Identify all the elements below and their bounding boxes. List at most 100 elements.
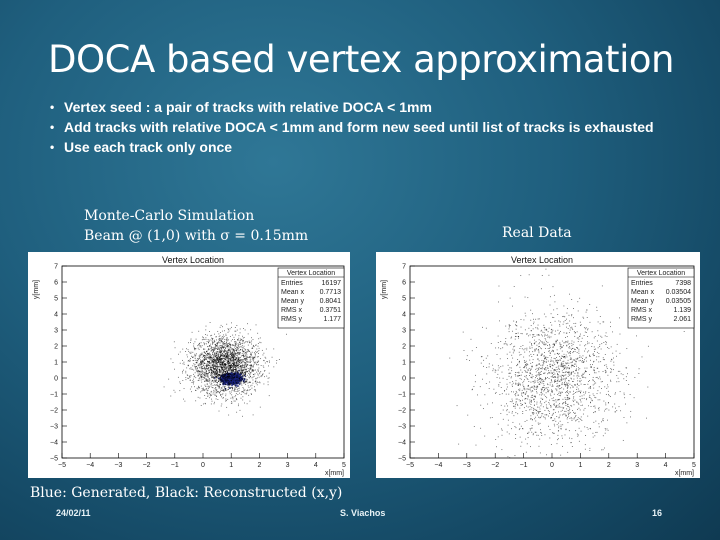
scatter-point	[235, 344, 237, 346]
scatter-point	[236, 374, 238, 376]
scatter-point	[569, 343, 571, 345]
scatter-point	[554, 411, 556, 413]
scatter-point	[238, 376, 241, 378]
scatter-point	[194, 375, 196, 377]
scatter-point	[247, 361, 249, 363]
scatter-point	[244, 366, 246, 368]
scatter-point	[547, 386, 549, 388]
scatter-point	[224, 346, 226, 348]
scatter-point	[199, 397, 201, 399]
scatter-point	[242, 381, 244, 383]
scatter-point	[562, 323, 564, 325]
scatter-point	[237, 382, 239, 384]
scatter-point	[213, 368, 215, 370]
scatter-point	[255, 390, 257, 392]
scatter-point	[229, 355, 231, 357]
scatter-point	[220, 338, 222, 340]
scatter-point	[232, 396, 234, 398]
scatter-point	[256, 371, 258, 373]
scatter-point	[216, 360, 218, 361]
scatter-point	[234, 359, 236, 361]
scatter-point	[216, 363, 218, 365]
scatter-point	[238, 354, 240, 356]
scatter-point	[242, 340, 244, 342]
scatter-point	[241, 362, 243, 364]
scatter-point	[575, 368, 577, 370]
scatter-point	[550, 405, 552, 406]
scatter-point	[252, 379, 254, 381]
scatter-point	[617, 377, 619, 379]
scatter-point	[185, 379, 187, 381]
scatter-point	[232, 355, 234, 357]
scatter-point	[242, 340, 244, 342]
scatter-point	[231, 366, 232, 368]
scatter-point	[234, 345, 236, 346]
scatter-point	[606, 387, 608, 389]
scatter-point	[250, 367, 252, 369]
scatter-point	[594, 350, 595, 352]
scatter-point	[558, 388, 560, 390]
scatter-point	[238, 370, 240, 371]
scatter-point	[220, 352, 222, 354]
scatter-point	[229, 357, 231, 359]
scatter-point	[230, 376, 232, 378]
scatter-point	[250, 329, 252, 331]
scatter-point	[214, 353, 216, 355]
scatter-point	[226, 368, 228, 370]
scatter-point	[228, 382, 230, 384]
scatter-point	[520, 392, 522, 394]
scatter-point	[248, 370, 250, 372]
scatter-point	[571, 364, 572, 366]
scatter-point	[529, 375, 530, 376]
scatter-point	[218, 381, 220, 382]
scatter-point	[208, 385, 210, 387]
x-tick-label: −5	[58, 462, 66, 469]
scatter-point	[228, 384, 230, 386]
scatter-point	[570, 358, 572, 360]
scatter-point	[234, 327, 236, 328]
scatter-point	[558, 391, 560, 393]
scatter-point	[553, 343, 555, 345]
scatter-point	[194, 364, 196, 365]
scatter-point	[512, 348, 514, 350]
scatter-point	[544, 335, 545, 337]
scatter-point	[226, 363, 228, 365]
scatter-point	[218, 342, 220, 344]
scatter-point	[244, 378, 246, 380]
scatter-point	[242, 355, 244, 357]
scatter-point	[570, 377, 572, 379]
scatter-point	[217, 355, 219, 357]
scatter-point	[606, 408, 608, 410]
scatter-point	[232, 386, 234, 388]
scatter-point	[255, 344, 257, 346]
scatter-point	[183, 388, 185, 390]
scatter-point	[239, 362, 241, 364]
scatter-point	[559, 414, 561, 416]
scatter-point	[216, 357, 218, 359]
scatter-point	[566, 394, 568, 396]
scatter-point	[257, 369, 259, 371]
scatter-point	[553, 412, 555, 414]
scatter-point	[534, 395, 536, 397]
scatter-point	[232, 353, 234, 355]
scatter-point	[212, 361, 214, 363]
scatter-point	[227, 360, 229, 362]
scatter-point	[221, 352, 223, 354]
scatter-point	[205, 358, 207, 360]
scatter-point	[548, 335, 550, 337]
scatter-point	[224, 357, 226, 359]
scatter-point	[563, 407, 565, 409]
scatter-point	[562, 398, 564, 400]
scatter-point	[205, 388, 207, 390]
scatter-point	[529, 428, 531, 429]
scatter-point	[208, 373, 209, 375]
scatter-point	[565, 340, 567, 342]
scatter-point	[244, 358, 245, 360]
scatter-point	[204, 355, 206, 356]
scatter-point	[211, 398, 212, 400]
scatter-point	[562, 374, 564, 376]
scatter-point	[216, 369, 218, 371]
scatter-point	[548, 389, 550, 391]
scatter-point	[213, 389, 215, 391]
scatter-point	[222, 364, 224, 365]
